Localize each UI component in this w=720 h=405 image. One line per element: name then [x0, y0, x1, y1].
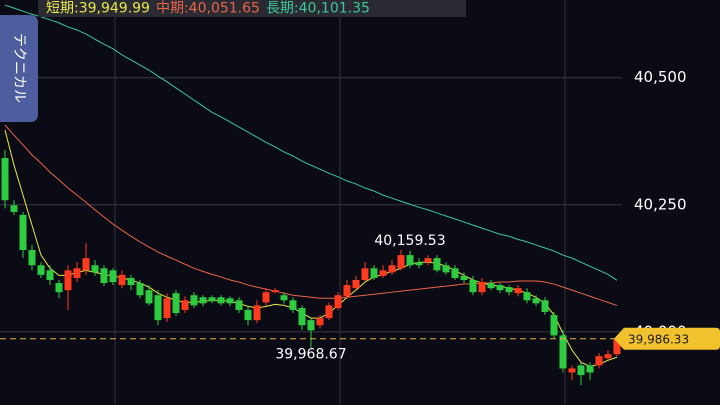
candle-body: [64, 270, 72, 291]
candle-body: [586, 365, 594, 373]
candle-body: [226, 298, 234, 304]
candle-body: [253, 305, 261, 321]
candle-body: [550, 315, 558, 336]
candle-body: [118, 274, 126, 286]
candle-body: [109, 270, 117, 283]
candle-body: [604, 354, 612, 359]
candle-body: [568, 368, 576, 373]
candle-body: [217, 297, 225, 304]
candle-body: [613, 338, 621, 355]
annotation: 39,968.67: [275, 347, 346, 363]
overlay: 40,00040,25040,50039,986.3340,159.5339,9…: [0, 68, 720, 363]
candle-body: [37, 265, 45, 275]
candle-body: [28, 250, 36, 266]
candle-body: [172, 293, 180, 314]
candle-body: [181, 300, 189, 310]
annotation: 40,159.53: [374, 233, 445, 249]
y-tick-label: 40,250: [634, 195, 687, 213]
candle-body: [316, 318, 324, 326]
candle-body: [514, 288, 522, 294]
candle-body: [280, 295, 288, 301]
ma-line: [4, 4, 618, 281]
candle-body: [55, 283, 63, 293]
candle-body: [397, 255, 405, 269]
candle-body: [298, 307, 306, 326]
candle-body: [262, 292, 270, 303]
candle-body: [523, 292, 531, 301]
candle-body: [370, 268, 378, 278]
candle-body: [10, 205, 18, 212]
candle-body: [415, 262, 423, 266]
candle-body: [577, 365, 585, 376]
candle-body: [127, 277, 135, 286]
candle-body: [469, 279, 477, 293]
candle-body: [343, 285, 351, 297]
candle-body: [379, 270, 387, 276]
current-price-box: [614, 327, 720, 350]
candle-body: [154, 295, 162, 321]
ma-line: [4, 124, 618, 307]
candle-body: [559, 335, 567, 369]
candle-body: [244, 309, 252, 321]
candle-body: [208, 297, 216, 302]
candle-body: [388, 265, 396, 273]
candle-body: [433, 258, 441, 271]
candle-body: [442, 265, 450, 273]
side-tab[interactable]: [0, 15, 38, 122]
candle-body: [406, 255, 414, 266]
candle-body: [1, 158, 9, 201]
candle-body: [361, 268, 369, 280]
candle-body: [235, 300, 243, 310]
candle-body: [136, 283, 144, 296]
candle-body: [19, 214, 27, 251]
current-price-label: 39,986.33: [628, 332, 689, 346]
candle-body: [595, 356, 603, 366]
candle-body: [82, 258, 90, 271]
candles: [1, 149, 621, 386]
candle-body: [478, 282, 486, 293]
candle-body: [451, 268, 459, 278]
candle-body: [145, 290, 153, 304]
legend: 短期:39,949.99 中期:40,051.65 長期:40,101.35: [46, 1, 370, 17]
candle-body: [532, 298, 540, 304]
candle-body: [289, 300, 297, 310]
candle-body: [460, 275, 468, 280]
candle-body: [424, 258, 432, 263]
candle-body: [505, 287, 513, 293]
side-tab-label[interactable]: テクニカル: [11, 33, 27, 103]
candle-body: [307, 320, 315, 331]
legend-entry: 長期:40,101.35: [266, 1, 370, 17]
candle-body: [100, 268, 108, 284]
legend-entry: 短期:39,949.99: [46, 1, 150, 17]
candle-body: [73, 268, 81, 278]
candle-body: [352, 279, 360, 289]
legend-box: [38, 0, 466, 17]
candle-body: [496, 285, 504, 291]
legend-entry: 中期:40,051.65: [156, 1, 260, 17]
candle-body: [199, 297, 207, 304]
y-tick-label: 40,500: [634, 68, 687, 86]
candle-body: [271, 290, 279, 293]
candle-body: [334, 295, 342, 308]
candle-body: [487, 283, 495, 289]
candle-body: [91, 265, 99, 273]
candle-body: [46, 270, 54, 280]
candle-body: [541, 300, 549, 313]
candle-body: [163, 298, 171, 319]
candle-body: [190, 295, 198, 306]
candle-body: [325, 305, 333, 319]
